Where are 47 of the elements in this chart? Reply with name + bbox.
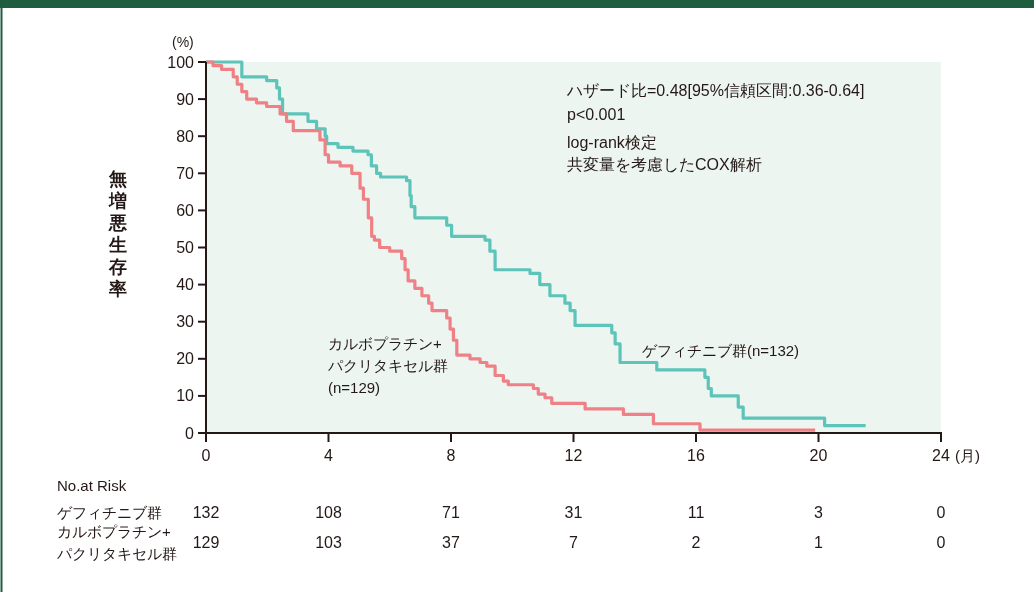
text: ゲフィチニブ群 [57,504,162,521]
text: パクリタキセル群 [56,545,177,562]
text: 108 [315,504,342,521]
text: 7 [569,534,579,551]
text: (%) [172,34,194,50]
annotation: パクリタキセル群 [327,357,448,374]
text: 132 [192,504,220,521]
annotation: (n=129) [328,379,381,396]
x-tick-label: 8 [446,447,456,464]
text: No.at Risk [57,477,127,494]
y-tick-label: 70 [176,164,195,182]
annotation: log-rank検定 [567,134,657,151]
y-tick-label: 30 [176,313,195,331]
text: 0 [936,504,946,521]
x-axis-title: (月) [955,447,980,464]
text: 71 [442,504,460,521]
y-tick-label: 50 [176,239,195,256]
y-axis-title: 無増悪生存率 [108,168,127,299]
x-tick-label: 0 [201,447,211,464]
annotation: p<0.001 [567,106,626,123]
text: 3 [814,504,824,521]
text: 11 [687,504,705,521]
y-tick-label: 20 [176,350,195,368]
annotation: ゲフィチニブ群(n=132) [642,342,800,359]
text: 37 [442,534,460,551]
x-tick-label: 16 [687,447,705,464]
y-tick-label: 60 [176,201,195,219]
annotation: ハザード比=0.48[95%信頼区間:0.36-0.64] [566,82,865,99]
y-tick-label: 0 [185,424,195,442]
text: 129 [192,534,220,551]
annotation: カルボプラチン+ [328,335,442,352]
y-tick-label: 100 [167,53,195,71]
y-tick-label: 80 [176,127,195,145]
annotation: 共変量を考慮したCOX解析 [567,156,762,173]
text: 31 [564,504,583,521]
y-tick-label: 90 [176,90,195,108]
text: 1 [814,534,824,551]
x-tick-label: 4 [324,447,334,464]
text: 0 [936,534,946,551]
x-tick-label: 24 [932,447,950,464]
x-tick-label: 12 [564,447,583,464]
text: 2 [691,534,701,551]
text: カルボプラチン+ [57,523,171,540]
y-tick-label: 40 [176,276,195,294]
y-tick-label: 10 [176,387,195,405]
text: 103 [315,534,342,551]
x-tick-label: 20 [809,447,828,464]
